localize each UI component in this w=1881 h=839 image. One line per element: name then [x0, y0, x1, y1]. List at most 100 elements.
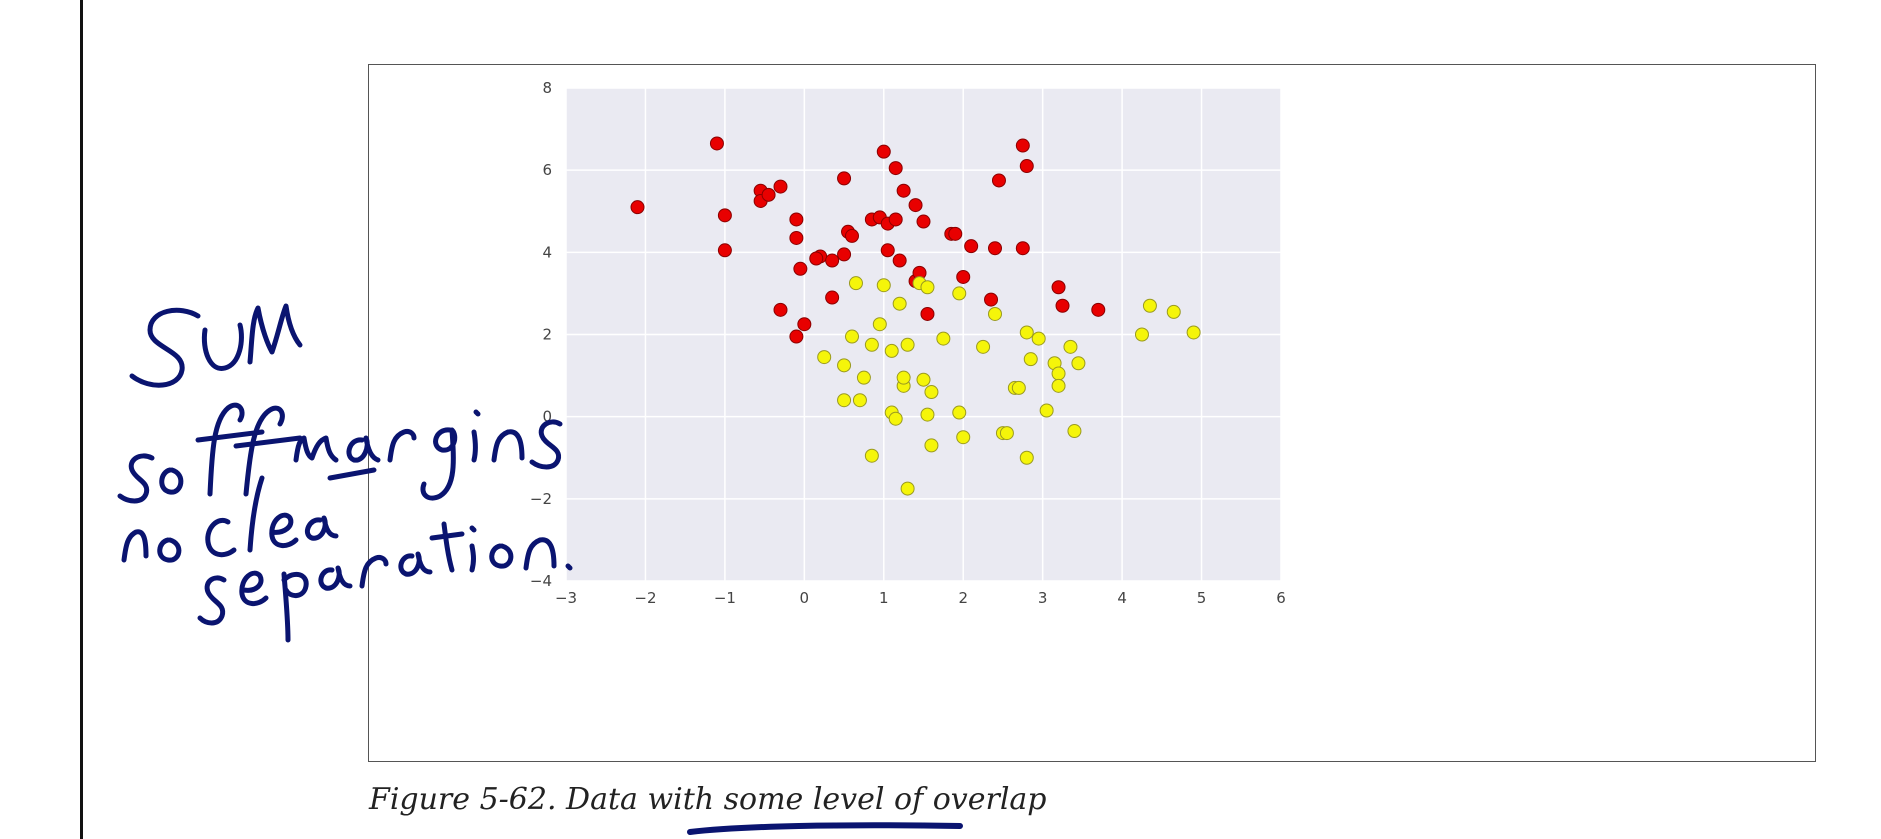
scatter-point: [1015, 241, 1030, 256]
x-tick-label: −1: [714, 589, 736, 607]
y-tick-label: 2: [542, 326, 552, 344]
scatter-point: [789, 230, 804, 245]
scatter-point: [872, 317, 887, 332]
scatter-point: [825, 290, 840, 305]
scatter-point: [1142, 298, 1157, 313]
scatter-point: [888, 212, 903, 227]
y-tick-label: −2: [530, 490, 552, 508]
scatter-point: [864, 448, 879, 463]
scatter-point: [1051, 378, 1066, 393]
scatter-point: [991, 173, 1006, 188]
y-tick-label: 0: [542, 408, 552, 426]
x-tick-label: 0: [800, 589, 810, 607]
scatter-point: [976, 339, 991, 354]
grid-lines: [565, 87, 1282, 582]
scatter-point: [1019, 450, 1034, 465]
scatter-chart: −3 −2 −1 0 1 2 3 4 5 6 −4 −2 0 2 4 6 8: [530, 79, 1286, 607]
scatter-point: [1039, 403, 1054, 418]
x-tick-label: 3: [1038, 589, 1048, 607]
scatter-point: [924, 385, 939, 400]
scatter-point: [876, 278, 891, 293]
x-tick-label: 4: [1117, 589, 1127, 607]
scatter-point: [896, 370, 911, 385]
scatter-point: [845, 329, 859, 344]
x-tick-label: −3: [555, 589, 577, 607]
x-tick-label: 6: [1276, 589, 1286, 607]
scatter-point: [916, 214, 931, 229]
scatter-point: [856, 370, 871, 385]
scatter-point: [920, 280, 935, 295]
scatter-point: [964, 239, 979, 254]
scatter-point: [837, 171, 852, 186]
x-tick-label: 1: [879, 589, 889, 607]
scatter-point: [908, 198, 923, 213]
scatter-point: [848, 276, 863, 291]
scatter-point: [1067, 424, 1082, 439]
scatter-point: [952, 405, 967, 420]
scatter-point: [1019, 325, 1034, 340]
scatter-point: [825, 253, 840, 268]
scatter-point: [999, 426, 1014, 441]
scatter-point: [896, 183, 911, 198]
figure-frame: −3 −2 −1 0 1 2 3 4 5 6 −4 −2 0 2 4 6 8: [368, 64, 1816, 762]
page-margin-rule: [80, 0, 83, 839]
scatter-point: [789, 212, 804, 227]
scatter-point: [789, 329, 804, 344]
scatter-point: [797, 317, 812, 332]
scatter-point: [988, 306, 1002, 321]
scatter-point: [900, 481, 915, 496]
scatter-point: [888, 411, 903, 426]
scatter-point: [709, 136, 724, 151]
scatter-point: [880, 243, 895, 258]
scatter-point: [1091, 302, 1106, 317]
scatter-point: [1051, 280, 1066, 295]
scatter-point: [1166, 304, 1181, 319]
scatter-point: [1031, 331, 1046, 346]
scatter-point: [761, 187, 776, 202]
data-points: [630, 136, 1201, 496]
scatter-point: [864, 337, 879, 352]
scatter-point: [984, 292, 999, 307]
scatter-point: [1023, 352, 1038, 367]
scatter-point: [884, 343, 899, 358]
scatter-point: [809, 251, 824, 266]
scatter-point: [1055, 298, 1070, 313]
scatter-point: [837, 358, 852, 373]
scatter-point: [892, 253, 907, 268]
scatter-point: [948, 226, 963, 241]
scatter-point: [888, 161, 903, 176]
scatter-point: [793, 261, 808, 276]
scatter-point: [956, 430, 971, 445]
y-tick-label: −4: [530, 572, 552, 590]
scatter-point: [920, 306, 935, 321]
scatter-point: [717, 208, 732, 223]
scatter-point: [630, 200, 645, 215]
scatter-point: [956, 269, 971, 284]
scatter-point: [773, 179, 788, 194]
scatter-point: [1011, 380, 1026, 395]
scatter-point: [1019, 159, 1034, 174]
scatter-point: [717, 243, 732, 258]
scatter-point: [876, 144, 891, 159]
x-tick-label: −2: [634, 589, 656, 607]
scatter-point: [920, 407, 935, 422]
x-tick-label: 5: [1197, 589, 1207, 607]
scatter-point: [1015, 138, 1030, 153]
scatter-point: [773, 302, 788, 317]
scatter-point: [892, 296, 907, 311]
scatter-point: [817, 350, 832, 365]
scatter-point: [988, 241, 1002, 256]
y-tick-label: 4: [542, 243, 552, 261]
x-tick-label: 2: [958, 589, 968, 607]
figure-caption: Figure 5-62. Data with some level of ove…: [369, 782, 1047, 817]
scatter-point: [845, 228, 859, 243]
scatter-point: [1063, 339, 1078, 354]
y-tick-label: 6: [542, 161, 552, 179]
scatter-point: [837, 247, 852, 262]
scatter-point: [952, 286, 967, 301]
scatter-point: [916, 372, 931, 387]
y-tick-label: 8: [542, 79, 552, 97]
scatter-point: [936, 331, 951, 346]
scatter-point: [900, 337, 915, 352]
